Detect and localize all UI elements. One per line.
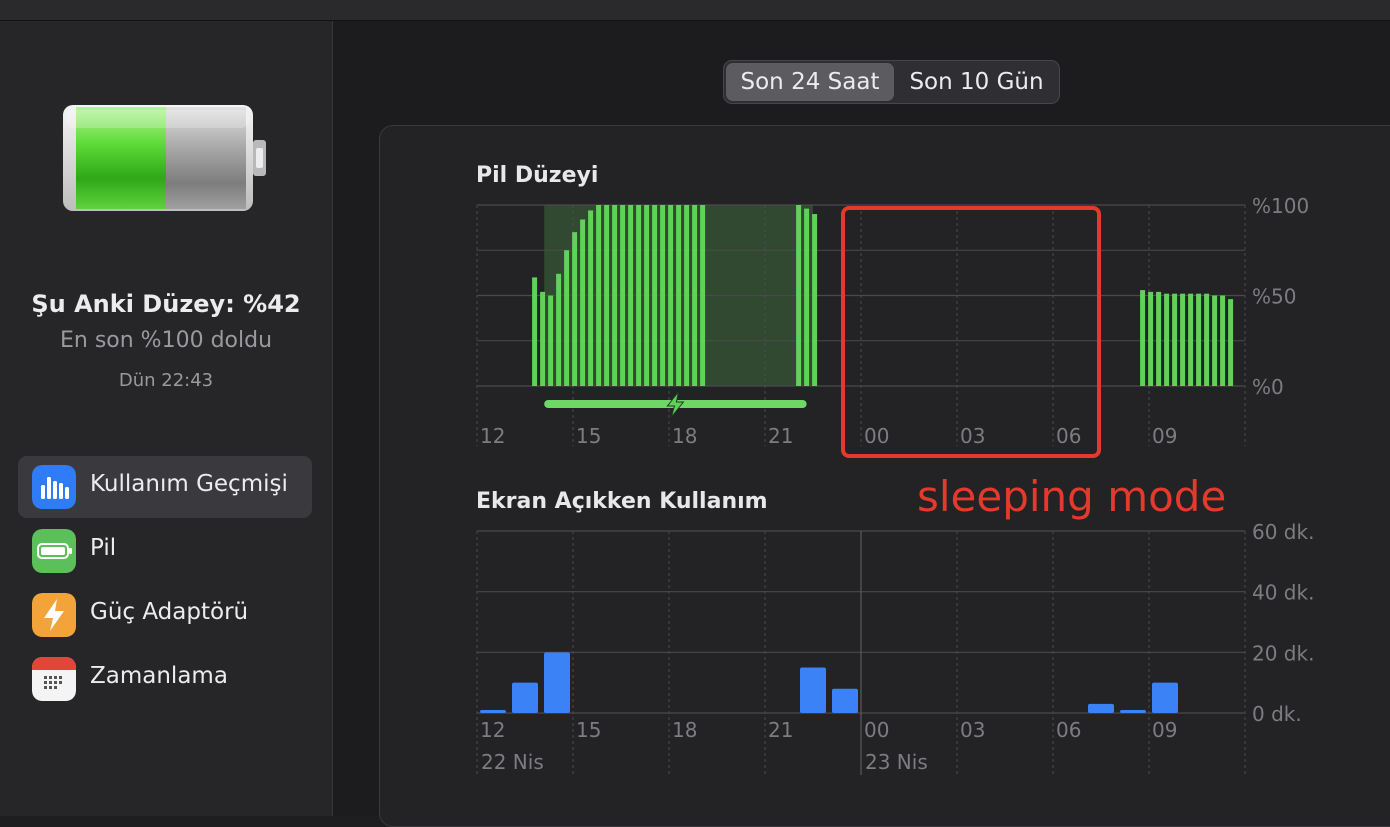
sidebar-item-label: Zamanlama xyxy=(90,663,228,689)
last-full-charge-time: Dün 22:43 xyxy=(118,370,214,391)
sidebar-item-schedule[interactable]: Zamanlama xyxy=(18,648,312,710)
battery-level-chart-title: Pil Düzeyi xyxy=(476,163,599,188)
sidebar-item-label: Kullanım Geçmişi xyxy=(90,471,288,497)
last-full-charge-text: En son %100 doldu xyxy=(59,328,273,353)
sidebar-item-label: Pil xyxy=(90,535,117,561)
range-segmented-control: Son 24 Saat Son 10 Gün xyxy=(723,60,1060,104)
battery-large-icon xyxy=(63,105,266,211)
current-level-text: Şu Anki Düzey: %42 xyxy=(31,290,301,318)
sidebar-item-power-adapter[interactable]: Güç Adaptörü xyxy=(18,584,312,646)
charts-panel xyxy=(379,125,1390,827)
sidebar-item-battery[interactable]: Pil xyxy=(18,520,312,582)
calendar-icon xyxy=(32,657,76,701)
battery-icon xyxy=(32,529,76,573)
screen-usage-chart-title: Ekran Açıkken Kullanım xyxy=(476,489,768,514)
title-bar xyxy=(0,0,1390,21)
sidebar-item-usage-history[interactable]: Kullanım Geçmişi xyxy=(18,456,312,518)
tab-last-10-days[interactable]: Son 10 Gün xyxy=(909,69,1044,95)
tab-last-24-hours[interactable]: Son 24 Saat xyxy=(726,63,894,101)
bar-chart-icon xyxy=(32,465,76,509)
lightning-bolt-icon xyxy=(32,593,76,637)
sidebar-item-label: Güç Adaptörü xyxy=(90,599,249,625)
